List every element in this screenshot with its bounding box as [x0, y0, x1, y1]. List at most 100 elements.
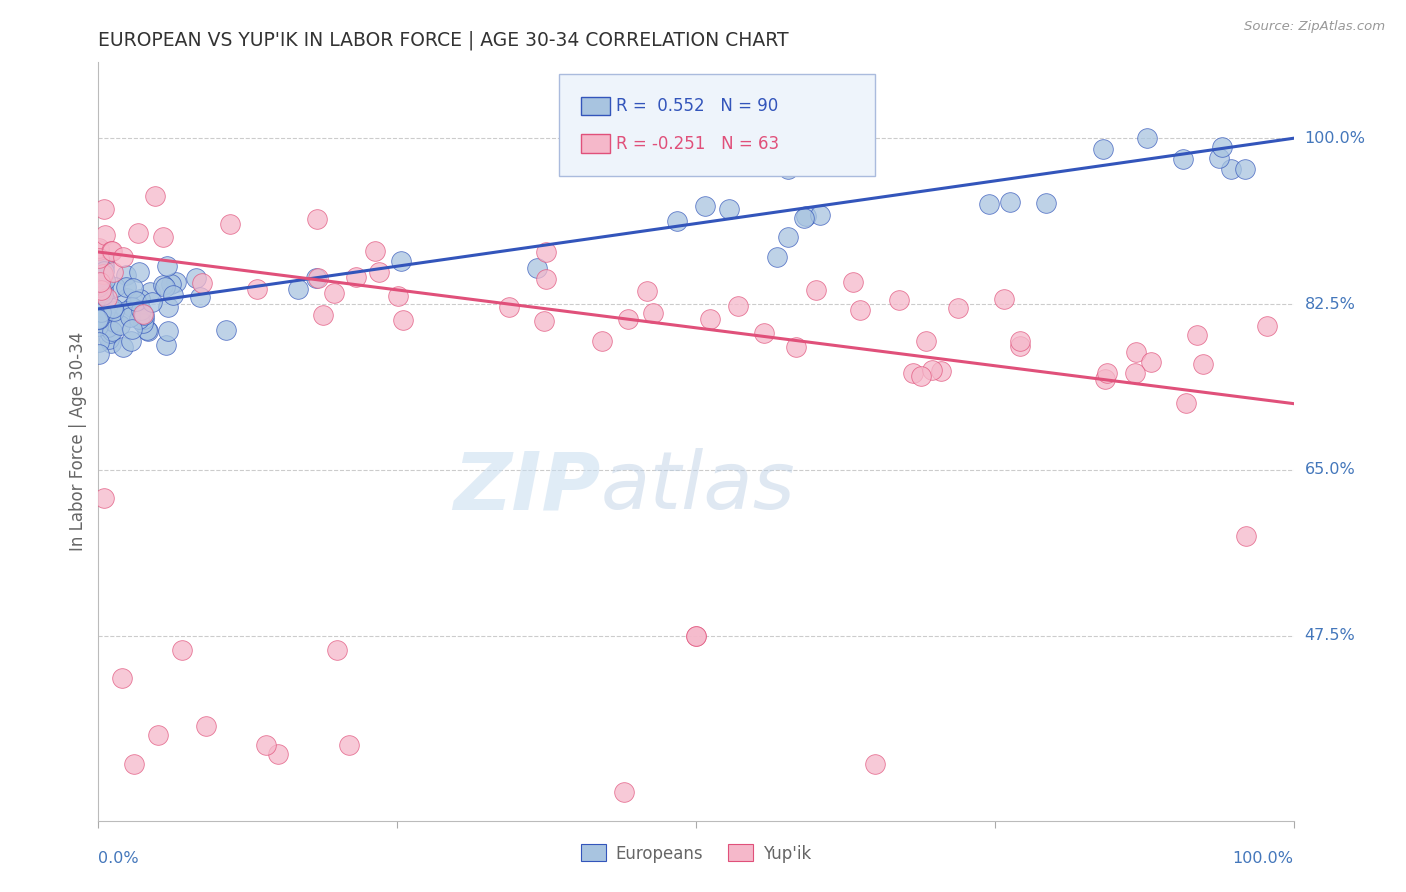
Point	[188, 290, 211, 304]
Point	[1192, 357, 1215, 371]
Point	[533, 314, 555, 328]
Point	[794, 209, 817, 223]
Point	[849, 303, 872, 318]
Point	[305, 271, 328, 285]
Point	[124, 756, 146, 771]
Legend: Europeans, Yup'ik: Europeans, Yup'ik	[574, 838, 818, 869]
Point	[104, 280, 127, 294]
Point	[693, 199, 716, 213]
Point	[91, 283, 114, 297]
Point	[998, 194, 1021, 209]
Point	[93, 491, 115, 506]
Point	[246, 282, 269, 296]
Point	[128, 265, 150, 279]
Point	[115, 280, 138, 294]
Point	[915, 334, 938, 348]
Point	[94, 304, 117, 318]
Point	[156, 324, 179, 338]
Point	[87, 291, 110, 305]
Point	[636, 285, 658, 299]
Point	[267, 747, 290, 762]
Point	[1010, 334, 1032, 348]
Text: 82.5%: 82.5%	[1305, 297, 1355, 311]
Point	[103, 315, 125, 329]
Point	[103, 304, 125, 318]
Point	[87, 346, 110, 360]
Point	[339, 738, 361, 752]
Text: 65.0%: 65.0%	[1305, 462, 1355, 477]
Point	[143, 189, 166, 203]
Point	[391, 313, 413, 327]
Point	[132, 308, 155, 322]
FancyBboxPatch shape	[558, 74, 876, 177]
Point	[87, 241, 110, 255]
Text: atlas: atlas	[600, 448, 796, 526]
Point	[344, 270, 367, 285]
Point	[93, 227, 115, 242]
Point	[776, 162, 799, 177]
Point	[87, 334, 110, 349]
Point	[110, 318, 132, 332]
Point	[368, 265, 391, 279]
Point	[1234, 161, 1257, 176]
Y-axis label: In Labor Force | Age 30-34: In Labor Force | Age 30-34	[69, 332, 87, 551]
Point	[162, 288, 184, 302]
Point	[215, 323, 238, 337]
Point	[96, 292, 118, 306]
Point	[160, 277, 183, 291]
Point	[152, 230, 174, 244]
Text: 100.0%: 100.0%	[1233, 851, 1294, 866]
Point	[141, 295, 163, 310]
Point	[1123, 367, 1146, 381]
Point	[90, 283, 112, 297]
Point	[323, 285, 346, 300]
Point	[1208, 151, 1230, 165]
Point	[1175, 395, 1198, 409]
Point	[148, 728, 170, 742]
Point	[139, 285, 162, 299]
Point	[718, 202, 741, 216]
Point	[117, 291, 139, 305]
Point	[100, 244, 122, 258]
Point	[364, 244, 387, 258]
Point	[155, 280, 177, 294]
Point	[93, 259, 115, 273]
Text: 0.0%: 0.0%	[98, 851, 139, 866]
Point	[1008, 339, 1031, 353]
Point	[120, 334, 142, 349]
Point	[98, 332, 121, 346]
Point	[91, 278, 114, 293]
Point	[865, 756, 887, 771]
Point	[921, 362, 943, 376]
Point	[93, 202, 115, 216]
Point	[287, 282, 309, 296]
Point	[699, 311, 721, 326]
Text: ZIP: ZIP	[453, 448, 600, 526]
Point	[778, 230, 800, 244]
Point	[100, 336, 122, 351]
Point	[591, 334, 613, 348]
Point	[1140, 355, 1163, 369]
Text: EUROPEAN VS YUP'IK IN LABOR FORCE | AGE 30-34 CORRELATION CHART: EUROPEAN VS YUP'IK IN LABOR FORCE | AGE …	[98, 30, 789, 50]
Point	[1136, 131, 1159, 145]
Point	[1234, 529, 1257, 543]
FancyBboxPatch shape	[581, 96, 610, 115]
Point	[125, 294, 148, 309]
Point	[929, 364, 952, 378]
Point	[387, 289, 409, 303]
Point	[101, 324, 124, 338]
Point	[87, 318, 110, 333]
Point	[89, 304, 111, 318]
Point	[752, 326, 775, 340]
Point	[1185, 328, 1208, 343]
Point	[118, 310, 141, 324]
Point	[156, 260, 179, 274]
Point	[155, 337, 177, 351]
Point	[219, 217, 242, 231]
Point	[254, 738, 277, 752]
Point	[685, 629, 707, 643]
Point	[87, 257, 110, 271]
Point	[842, 275, 865, 289]
Point	[89, 252, 111, 266]
Point	[97, 320, 120, 334]
